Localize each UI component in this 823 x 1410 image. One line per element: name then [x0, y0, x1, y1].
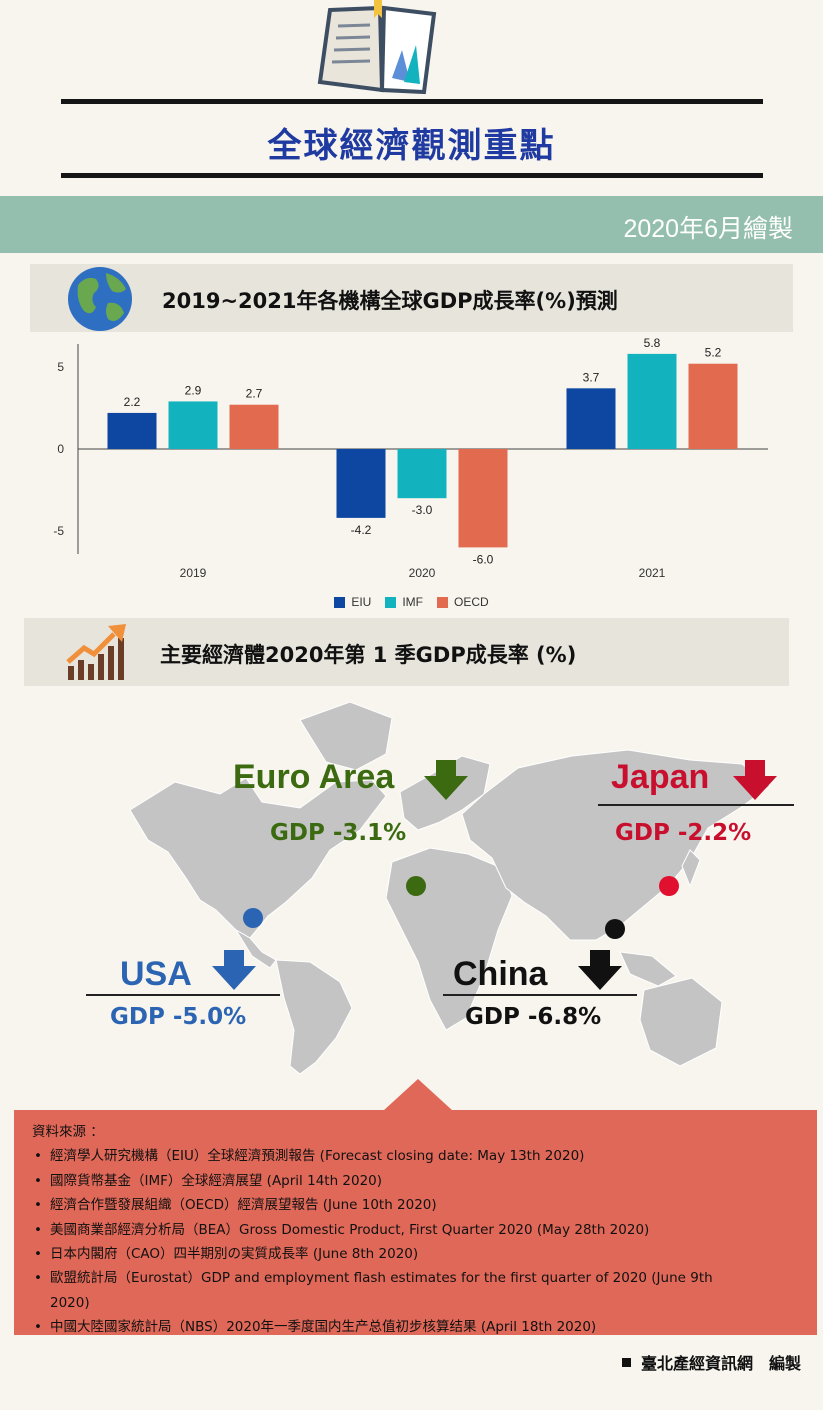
- legend-swatch: [385, 596, 397, 608]
- bar-eiu-2021: [566, 388, 616, 449]
- euro-area-label: Euro Area: [233, 758, 395, 796]
- euro-area-marker: [406, 876, 426, 896]
- world-map: [129, 701, 771, 1075]
- data-label: 5.2: [705, 346, 722, 360]
- sources-heading: 資料來源 ：: [32, 1124, 104, 1140]
- china-label: China: [453, 955, 548, 993]
- source-item: 歐盟統計局（Eurostat）GDP and employment flash …: [32, 1266, 799, 1315]
- japan-marker: [659, 876, 679, 896]
- legend-item-imf: IMF: [385, 595, 423, 609]
- title-bottom-rule: [61, 173, 763, 178]
- source-item: 中國大陸國家統計局（NBS）2020年一季度国内生产总值初步核算结果 (Apri…: [32, 1315, 799, 1340]
- data-label: -4.2: [351, 523, 372, 537]
- bar-imf-2019: [168, 401, 218, 449]
- euro-area-gdp: GDP -3.1%: [270, 820, 407, 846]
- growth-chart-icon: [66, 624, 126, 680]
- square-bullet-icon: [621, 1357, 631, 1367]
- source-item: 國際貨幣基金（IMF）全球經濟展望 (April 14th 2020): [32, 1169, 799, 1194]
- section1-title: 2019~2021年各機構全球GDP成長率(%)預測: [162, 289, 618, 313]
- bar-imf-2020: [397, 449, 447, 499]
- bar-oecd-2019: [229, 404, 279, 449]
- usa-gdp: GDP -5.0%: [110, 1004, 247, 1030]
- legend-label: OECD: [454, 595, 489, 609]
- data-label: 5.8: [644, 336, 661, 350]
- date-label: 2020年6月繪製: [623, 215, 793, 243]
- japan-gdp: GDP -2.2%: [615, 820, 752, 846]
- page-title: 全球經濟觀測重點: [267, 126, 556, 166]
- china-underline: [443, 994, 637, 996]
- legend-swatch: [437, 596, 448, 608]
- usa-underline: [86, 994, 280, 996]
- title-top-rule: [61, 99, 763, 104]
- date-band: 2020年6月繪製: [0, 196, 823, 253]
- x-tick-label: 2019: [180, 566, 207, 580]
- sources-box: 資料來源 ： 經濟學人研究機構（EIU）全球經濟預測報告 (Forecast c…: [14, 1110, 817, 1340]
- chart-legend: EIU IMF OECD: [0, 595, 823, 609]
- section2-title: 主要經濟體2020年第 1 季GDP成長率 (%): [160, 643, 577, 667]
- usa-label: USA: [120, 955, 192, 993]
- arrow-down-icon: [424, 760, 468, 800]
- china-marker: [605, 919, 625, 939]
- data-label: -3.0: [412, 503, 433, 517]
- legend-label: IMF: [402, 595, 423, 609]
- source-item: 美國商業部經濟分析局（BEA）Gross Domestic Product, F…: [32, 1218, 799, 1243]
- bar-oecd-2020: [458, 449, 508, 548]
- bar-eiu-2020: [336, 449, 386, 518]
- section2-bar: [24, 618, 789, 686]
- sources-list: 經濟學人研究機構（EIU）全球經濟預測報告 (Forecast closing …: [32, 1144, 799, 1340]
- source-item: 經濟學人研究機構（EIU）全球經濟預測報告 (Forecast closing …: [32, 1144, 799, 1169]
- globe-icon: [68, 267, 132, 331]
- legend-item-eiu: EIU: [334, 595, 371, 609]
- data-label: 2.9: [185, 383, 202, 397]
- japan-underline: [598, 804, 794, 806]
- footer-credit: 臺北產經資訊網 編製: [621, 1350, 801, 1374]
- bar-imf-2021: [627, 353, 677, 449]
- legend-item-oecd: OECD: [437, 595, 489, 609]
- arrow-down-icon: [733, 760, 777, 800]
- open-book-icon: [317, 0, 437, 95]
- gdp-forecast-chart: 5 0 -5 2.2 2.9 2.7 2019 -4.2 -3.0 -6.0 2020 3.7 5.8 5…: [53, 336, 768, 580]
- y-tick-label: 0: [57, 442, 64, 456]
- source-item: 日本内閣府（CAO）四半期別の実質成長率 (June 8th 2020): [32, 1242, 799, 1267]
- bar-eiu-2019: [107, 412, 157, 449]
- data-label: 2.2: [124, 395, 141, 409]
- data-label: 3.7: [583, 370, 600, 384]
- section1-bar: [30, 264, 793, 332]
- data-label: -6.0: [473, 552, 494, 566]
- arrow-down-icon: [578, 950, 622, 990]
- x-tick-label: 2021: [639, 566, 666, 580]
- source-item: 經濟合作暨發展組織（OECD）經濟展望報告 (June 10th 2020): [32, 1193, 799, 1218]
- footer-credit-text: 臺北產經資訊網 編製: [640, 1354, 801, 1373]
- china-gdp: GDP -6.8%: [465, 1004, 602, 1030]
- japan-label: Japan: [611, 758, 710, 796]
- y-tick-label: 5: [57, 360, 64, 374]
- x-tick-label: 2020: [409, 566, 436, 580]
- y-tick-label: -5: [53, 524, 64, 538]
- usa-marker: [243, 908, 263, 928]
- legend-label: EIU: [351, 595, 372, 609]
- sources-pointer: [383, 1079, 453, 1111]
- arrow-down-icon: [212, 950, 256, 990]
- legend-swatch: [334, 596, 346, 608]
- bar-oecd-2021: [688, 363, 738, 449]
- data-label: 2.7: [246, 387, 263, 401]
